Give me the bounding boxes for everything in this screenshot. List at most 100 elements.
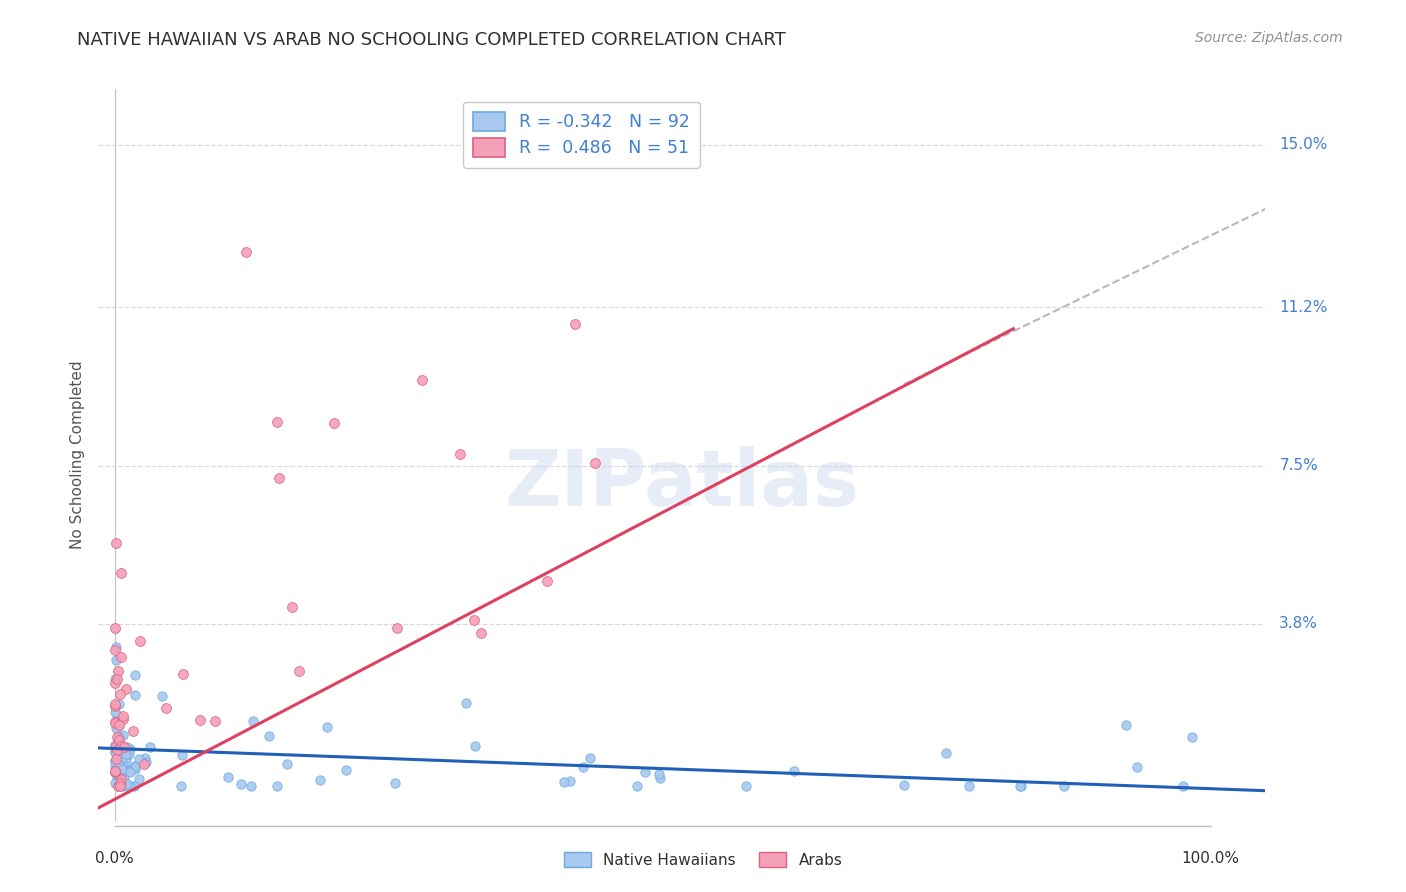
Native Hawaiians [104,755,127,769]
Arabs [107,780,129,794]
Arabs [108,733,131,747]
Native Hawaiians [229,777,252,791]
Native Hawaiians [111,751,134,765]
Native Hawaiians [464,739,486,753]
Native Hawaiians [115,762,138,776]
Native Hawaiians [456,696,478,710]
Native Hawaiians [104,721,127,735]
Arabs [204,714,226,728]
Native Hawaiians [257,729,280,743]
Arabs [104,764,127,778]
Text: 7.5%: 7.5% [1279,458,1317,473]
Native Hawaiians [122,759,145,773]
Native Hawaiians [135,755,157,769]
Native Hawaiians [128,752,150,766]
Arabs [266,415,288,429]
Arabs [281,600,304,615]
Native Hawaiians [118,747,141,761]
Native Hawaiians [104,776,127,790]
Native Hawaiians [579,751,602,765]
Arabs [155,701,177,715]
Native Hawaiians [782,764,804,779]
Native Hawaiians [315,720,337,734]
Native Hawaiians [111,757,134,772]
Arabs [104,621,127,635]
Native Hawaiians [112,762,135,776]
Arabs [470,626,492,640]
Native Hawaiians [118,780,141,794]
Native Hawaiians [118,741,141,756]
Arabs [105,742,128,756]
Native Hawaiians [108,698,131,712]
Native Hawaiians [112,772,135,786]
Arabs [104,676,127,690]
Native Hawaiians [172,748,194,763]
Arabs [104,698,127,712]
Arabs [108,718,131,732]
Arabs [323,416,346,430]
Native Hawaiians [1125,760,1147,774]
Legend: R = -0.342   N = 92, R =  0.486   N = 51: R = -0.342 N = 92, R = 0.486 N = 51 [463,102,700,168]
Native Hawaiians [105,708,128,723]
Native Hawaiians [124,667,146,681]
Native Hawaiians [553,775,575,789]
Arabs [463,613,485,627]
Text: NATIVE HAWAIIAN VS ARAB NO SCHOOLING COMPLETED CORRELATION CHART: NATIVE HAWAIIAN VS ARAB NO SCHOOLING COM… [77,31,786,49]
Arabs [112,712,135,726]
Arabs [134,757,156,772]
Arabs [129,634,152,648]
Arabs [287,665,309,679]
Arabs [104,740,127,755]
Native Hawaiians [150,690,173,704]
Native Hawaiians [735,780,758,794]
Arabs [108,776,131,790]
Arabs [112,740,135,755]
Native Hawaiians [935,746,957,760]
Native Hawaiians [128,772,150,786]
Native Hawaiians [648,767,671,781]
Arabs [411,373,433,387]
Text: 3.8%: 3.8% [1279,616,1319,632]
Native Hawaiians [107,767,129,781]
Native Hawaiians [384,776,406,790]
Native Hawaiians [239,780,262,794]
Arabs [564,318,586,332]
Native Hawaiians [104,745,127,759]
Arabs [105,752,128,766]
Native Hawaiians [1115,718,1137,732]
Legend: Native Hawaiians, Arabs: Native Hawaiians, Arabs [555,844,851,875]
Arabs [104,715,127,730]
Arabs [172,667,194,681]
Native Hawaiians [107,758,129,772]
Arabs [107,665,129,679]
Native Hawaiians [105,640,128,654]
Native Hawaiians [1173,780,1195,794]
Native Hawaiians [112,728,135,742]
Native Hawaiians [104,764,127,779]
Native Hawaiians [115,777,138,791]
Native Hawaiians [1010,780,1032,794]
Arabs [104,643,127,657]
Native Hawaiians [108,771,131,785]
Native Hawaiians [634,764,657,779]
Native Hawaiians [335,763,357,777]
Y-axis label: No Schooling Completed: No Schooling Completed [69,360,84,549]
Native Hawaiians [108,730,131,744]
Native Hawaiians [120,764,142,779]
Native Hawaiians [108,717,131,731]
Native Hawaiians [104,764,127,779]
Native Hawaiians [134,751,156,765]
Text: 0.0%: 0.0% [96,851,134,866]
Arabs [104,715,127,730]
Native Hawaiians [104,755,127,769]
Native Hawaiians [1053,780,1076,794]
Native Hawaiians [105,772,128,786]
Native Hawaiians [572,760,595,774]
Native Hawaiians [111,780,134,794]
Arabs [105,730,128,744]
Arabs [122,723,145,738]
Text: Source: ZipAtlas.com: Source: ZipAtlas.com [1195,31,1343,45]
Native Hawaiians [276,757,298,772]
Native Hawaiians [124,760,146,774]
Native Hawaiians [560,774,582,789]
